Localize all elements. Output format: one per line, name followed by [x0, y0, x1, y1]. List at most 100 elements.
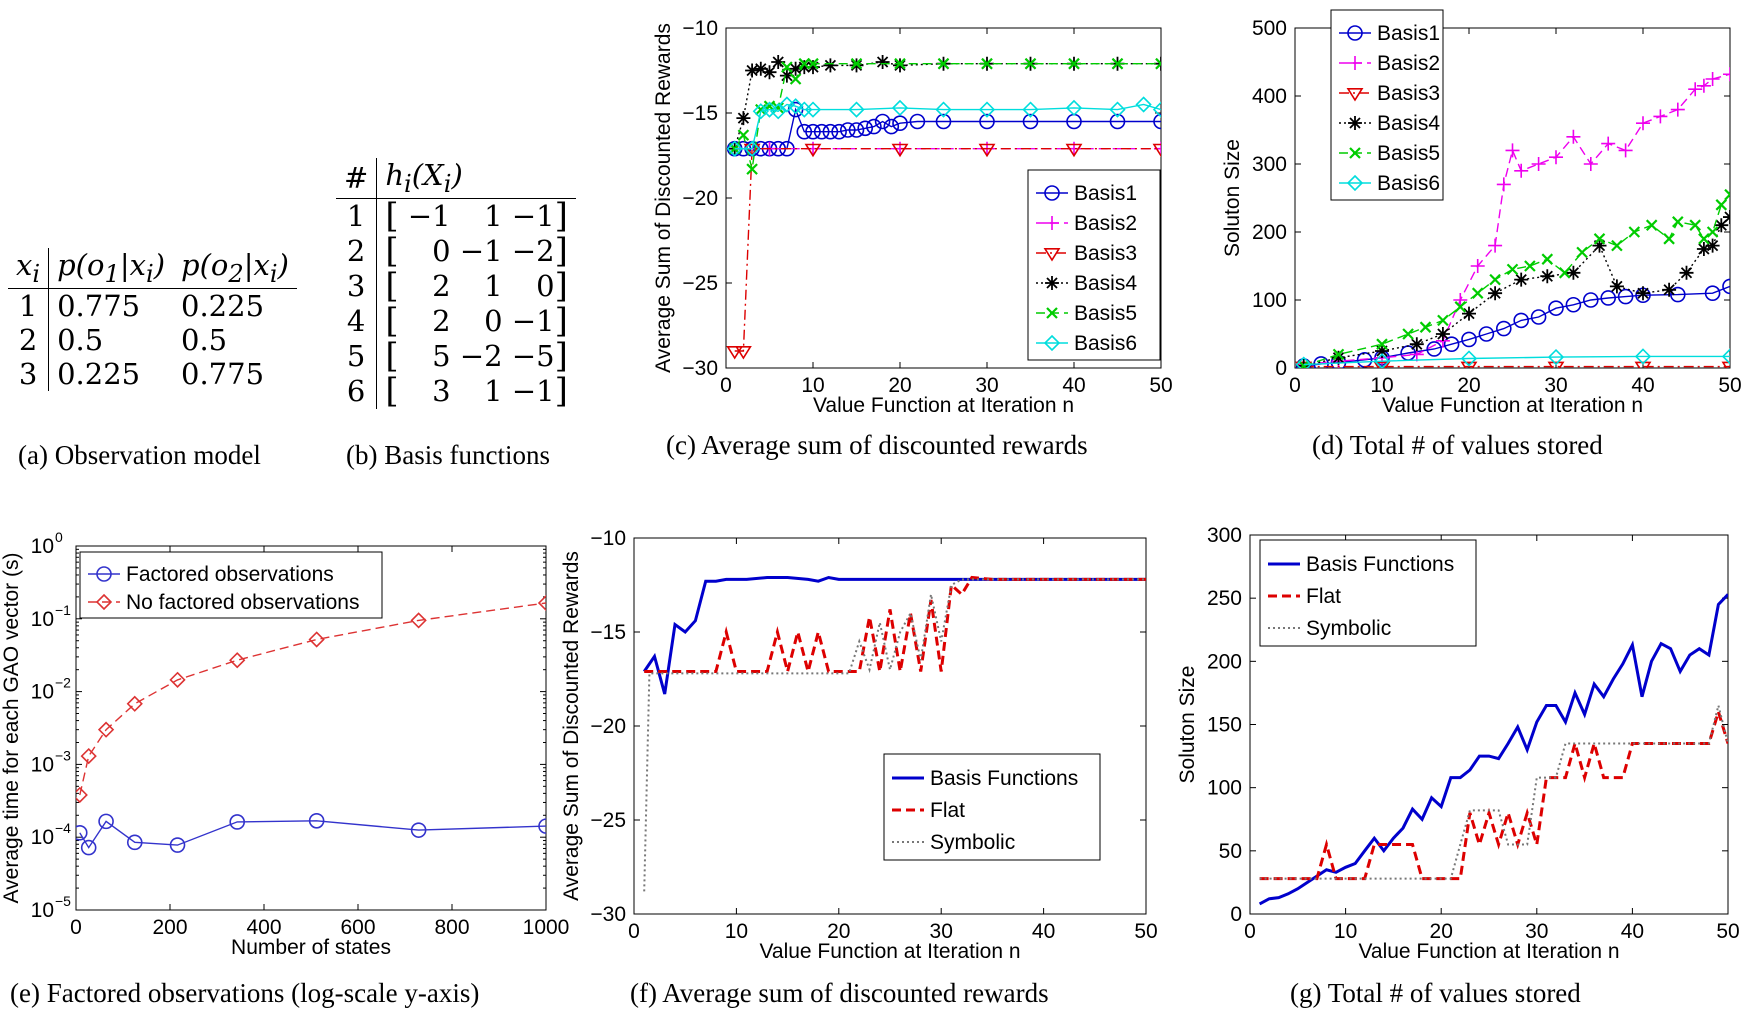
data-point	[743, 140, 761, 157]
y-tick-label: −10	[682, 17, 718, 40]
data-point	[978, 143, 996, 158]
data-point	[874, 113, 891, 130]
legend-label: Basis5	[1074, 302, 1137, 325]
cell: 3	[8, 356, 50, 391]
x-tick-label: 20	[888, 374, 911, 397]
data-point	[797, 60, 812, 75]
header-id: #	[336, 158, 378, 199]
data-point	[734, 345, 752, 360]
vector-cell: [2 1 0]	[385, 265, 568, 306]
legend-marker	[1043, 248, 1061, 262]
data-point	[909, 113, 926, 130]
table-row: 3 0.225 0.775	[8, 356, 297, 391]
data-point	[736, 111, 751, 126]
data-point	[1065, 143, 1083, 158]
cell: 0.225	[181, 288, 265, 323]
legend-marker	[1046, 307, 1058, 319]
data-point	[979, 113, 995, 130]
data-point	[755, 103, 767, 116]
x-tick-label: 40	[1062, 374, 1085, 397]
data-point	[771, 55, 786, 69]
vec-value: −5	[511, 338, 555, 373]
vec-value: 0	[536, 268, 555, 303]
table-header-row: # hi(Xi)	[336, 158, 576, 199]
data-point	[762, 65, 777, 80]
vec-value: −1	[407, 198, 451, 233]
data-point	[857, 120, 874, 137]
data-point	[891, 143, 909, 158]
table-row: 1 [−1 1 −1]	[336, 198, 576, 234]
data-point	[937, 57, 950, 70]
data-point	[1109, 113, 1126, 130]
data-point	[806, 60, 820, 75]
vec-value: −1	[511, 198, 555, 233]
table-row: 1 0.775 0.225	[8, 288, 297, 323]
panel-b: # hi(Xi) 1 [−1 1 −1] 2 [0 −1 −2] 3 [2 1 0] 4 […	[336, 158, 576, 409]
cell: 5	[336, 338, 378, 374]
header-xi: xi	[8, 248, 50, 289]
plot-area	[726, 55, 1161, 360]
legend-label: Basis3	[1074, 242, 1137, 265]
vec-value: 1	[484, 373, 503, 408]
caption-f: (f) Average sum of discounted rewards	[630, 978, 1049, 1008]
vec-value: −2	[511, 233, 555, 268]
cell: 0.5	[57, 322, 104, 357]
vec-value: 0	[484, 303, 503, 338]
legend-marker	[1045, 216, 1059, 230]
data-point	[746, 163, 758, 175]
vector-cell: [5 −2 −5]	[385, 335, 568, 376]
data-point	[849, 58, 864, 73]
data-point	[978, 101, 996, 118]
data-point	[935, 113, 952, 130]
data-point	[1135, 96, 1152, 113]
data-point	[875, 55, 890, 69]
legend-label: Basis2	[1074, 212, 1137, 235]
table-header-row: xi p(o1|xi) p(o2|xi)	[8, 248, 297, 289]
header-po1: p(o1|xi)	[48, 248, 174, 289]
data-point	[1068, 57, 1080, 70]
data-point	[726, 140, 743, 157]
caption-e: (e) Factored observations (log-scale y-a…	[10, 978, 480, 1008]
cell: 3	[336, 268, 378, 304]
series-line-basis3	[734, 148, 1161, 352]
cell: 0.5	[181, 322, 228, 357]
data-point	[893, 58, 907, 73]
data-point	[770, 103, 787, 120]
table-row: 5 [5 −2 −5]	[336, 335, 576, 376]
data-point	[787, 98, 804, 115]
table-row: 2 [0 −1 −2]	[336, 233, 576, 269]
x-tick-label: 30	[975, 374, 998, 397]
data-point	[798, 57, 811, 70]
cell: 2	[336, 233, 378, 269]
data-point	[726, 345, 744, 360]
header-po2: p(o2|xi)	[173, 248, 297, 289]
legend-label: Basis6	[1074, 332, 1137, 355]
legend-marker	[1045, 276, 1059, 290]
vec-value: −1	[511, 373, 555, 408]
data-point	[831, 123, 847, 140]
data-point	[796, 123, 813, 140]
data-point	[866, 118, 882, 135]
data-point	[813, 123, 830, 140]
table-row: 6 [3 1 −1]	[336, 373, 576, 409]
y-axis-label: Average Sum of Discounted Rewards	[652, 23, 675, 373]
data-point	[752, 103, 769, 120]
data-point	[737, 129, 750, 141]
data-point	[1022, 101, 1039, 118]
table-row: 4 [2 0 −1]	[336, 303, 576, 339]
cell: 1	[336, 198, 378, 234]
cell: 0.225	[57, 356, 141, 391]
data-point	[1111, 57, 1124, 70]
cell: 0.775	[181, 356, 265, 391]
data-point	[1152, 143, 1161, 158]
data-point	[1153, 113, 1161, 130]
x-axis-label: Value Function at Iteration n	[813, 394, 1074, 417]
data-point	[779, 68, 794, 83]
basis-functions-table: # hi(Xi) 1 [−1 1 −1] 2 [0 −1 −2] 3 [2 1 0] 4 […	[336, 158, 576, 409]
y-tick-label: −25	[682, 272, 718, 295]
header-h: hi(Xi)	[376, 158, 576, 199]
data-point	[892, 115, 908, 131]
legend-label: Basis1	[1074, 182, 1137, 205]
legend-marker	[1043, 334, 1061, 352]
